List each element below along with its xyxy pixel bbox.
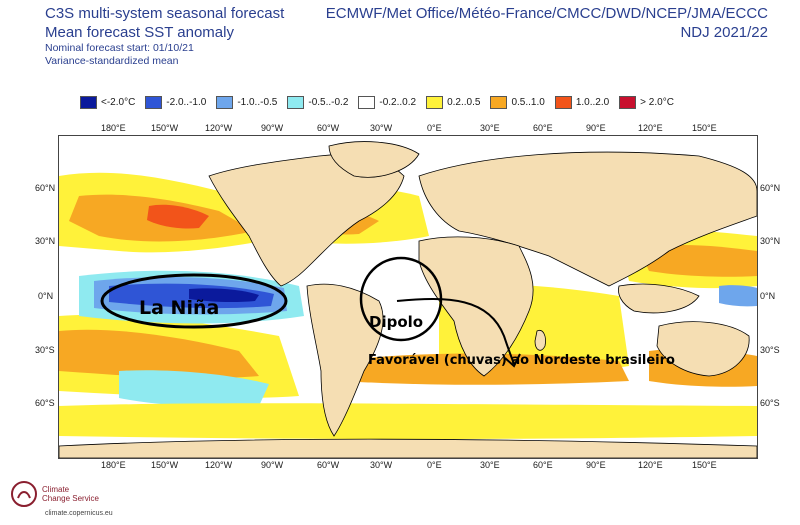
land-madagascar [534, 329, 546, 351]
lon-label-bottom: 150°W [151, 460, 179, 470]
lon-label-top: 90°W [261, 123, 284, 133]
legend-item: > 2.0°C [619, 95, 674, 109]
lon-label-bottom: 120°E [638, 460, 663, 470]
lon-label-top: 60°E [533, 123, 553, 133]
legend-label: -2.0..-1.0 [166, 96, 207, 108]
lon-label-top: 120°E [638, 123, 663, 133]
lon-label-top: 60°W [317, 123, 340, 133]
legend-label: 0.5..1.0 [511, 96, 545, 108]
legend-item: 1.0..2.0 [554, 95, 610, 109]
legend-swatch [554, 95, 572, 109]
lon-label-top: 150°E [692, 123, 717, 133]
lon-label-top: 120°W [205, 123, 233, 133]
variance-note: Variance-standardized mean [45, 55, 179, 67]
copernicus-logo: Climate Change Service [10, 480, 99, 508]
period: NDJ 2021/22 [680, 24, 768, 41]
lon-label-bottom: 30°E [480, 460, 500, 470]
logo-line1: Climate [42, 485, 70, 494]
anomaly-orange-south-pacific [59, 329, 259, 379]
land-southeast-asia [618, 283, 700, 314]
map-svg [59, 141, 757, 458]
lat-label-right: 30°N [760, 236, 781, 246]
legend-label: -1.0..-0.5 [237, 96, 278, 108]
legend-item: -0.5..-0.2 [287, 95, 349, 109]
lon-label-top: 30°E [480, 123, 500, 133]
lon-label-bottom: 90°W [261, 460, 284, 470]
lat-label-right: 60°S [760, 398, 780, 408]
land-south-america [306, 283, 384, 437]
legend: <-2.0°C -2.0..-1.0 -1.0..-0.5 -0.5..-0.2… [80, 95, 684, 109]
title-line1: C3S multi-system seasonal forecast [45, 5, 285, 22]
logo-line2: Change Service [42, 494, 99, 503]
legend-swatch [145, 95, 163, 109]
lon-label-bottom: 0°E [427, 460, 442, 470]
legend-label: <-2.0°C [101, 96, 136, 108]
legend-swatch [80, 95, 97, 109]
lon-label-top: 30°W [370, 123, 393, 133]
land-antarctica [59, 438, 757, 458]
sst-anomaly-map [58, 135, 758, 459]
legend-swatch [287, 95, 305, 109]
anomaly-yellow-southern-ocean [59, 403, 757, 440]
lat-label-left: 60°S [35, 398, 55, 408]
legend-swatch [216, 95, 234, 109]
legend-label: 1.0..2.0 [575, 96, 610, 108]
header-left: C3S multi-system seasonal forecast Mean … [45, 4, 284, 68]
nominal-start: Nominal forecast start: 01/10/21 [45, 42, 194, 54]
header-right: ECMWF/Met Office/Météo-France/CMCC/DWD/N… [326, 4, 768, 42]
anomaly-navy-la-nina-core [189, 288, 259, 303]
land-eurasia [418, 151, 757, 287]
lon-label-bottom: 120°W [205, 460, 233, 470]
lat-label-right: 30°S [760, 345, 780, 355]
legend-swatch [619, 95, 637, 109]
title-line2: Mean forecast SST anomaly [45, 24, 234, 41]
climate-change-service-icon [11, 481, 37, 507]
land-greenland [328, 141, 420, 178]
legend-item: <-2.0°C [80, 95, 136, 109]
lon-label-top: 180°E [101, 123, 126, 133]
lon-label-top: 90°E [586, 123, 606, 133]
land-australia [656, 321, 750, 377]
anomaly-red-north-pacific [147, 204, 209, 229]
lon-label-bottom: 150°E [692, 460, 717, 470]
lon-label-top: 150°W [151, 123, 179, 133]
legend-swatch [358, 95, 376, 109]
lat-label-left: 60°N [35, 183, 56, 193]
legend-swatch [490, 95, 508, 109]
lon-label-top: 0°E [427, 123, 442, 133]
anomaly-cyan-south-pacific [119, 370, 269, 407]
lat-label-left: 0°N [38, 291, 54, 301]
legend-label: -0.5..-0.2 [308, 96, 349, 108]
teleconnection-arrow-path [396, 298, 515, 365]
anomaly-orange-nw-pacific [639, 244, 757, 277]
logo-url: climate.copernicus.eu [45, 510, 113, 517]
legend-item: -2.0..-1.0 [145, 95, 207, 109]
lat-label-left: 30°N [35, 236, 56, 246]
lon-label-bottom: 30°W [370, 460, 393, 470]
lon-label-bottom: 60°W [317, 460, 340, 470]
la-nina-label: La Niña [139, 297, 220, 319]
lat-label-right: 0°N [760, 291, 776, 301]
legend-label: 0.2..0.5 [447, 96, 481, 108]
dipolo-label: Dipolo [369, 313, 424, 331]
legend-label: > 2.0°C [640, 96, 674, 108]
legend-label: -0.2..0.2 [379, 96, 417, 108]
centres: ECMWF/Met Office/Météo-France/CMCC/DWD/N… [325, 5, 768, 22]
legend-item: 0.5..1.0 [490, 95, 545, 109]
land-north-america [208, 154, 405, 287]
legend-item: -1.0..-0.5 [216, 95, 278, 109]
legend-item: -0.2..0.2 [358, 95, 417, 109]
annotation-shapes [100, 256, 521, 368]
legend-swatch [426, 95, 444, 109]
lon-label-bottom: 180°E [101, 460, 126, 470]
lon-label-bottom: 90°E [586, 460, 606, 470]
lat-label-left: 30°S [35, 345, 55, 355]
favoravel-label: Favorável (chuvas) ao Nordeste brasileir… [368, 353, 675, 368]
lon-label-bottom: 60°E [533, 460, 553, 470]
legend-item: 0.2..0.5 [426, 95, 481, 109]
la-nina-ellipse [100, 273, 288, 329]
lat-label-right: 60°N [760, 183, 781, 193]
teleconnection-arrowhead [504, 353, 521, 368]
anomaly-lightblue-west-pacific [719, 285, 757, 307]
